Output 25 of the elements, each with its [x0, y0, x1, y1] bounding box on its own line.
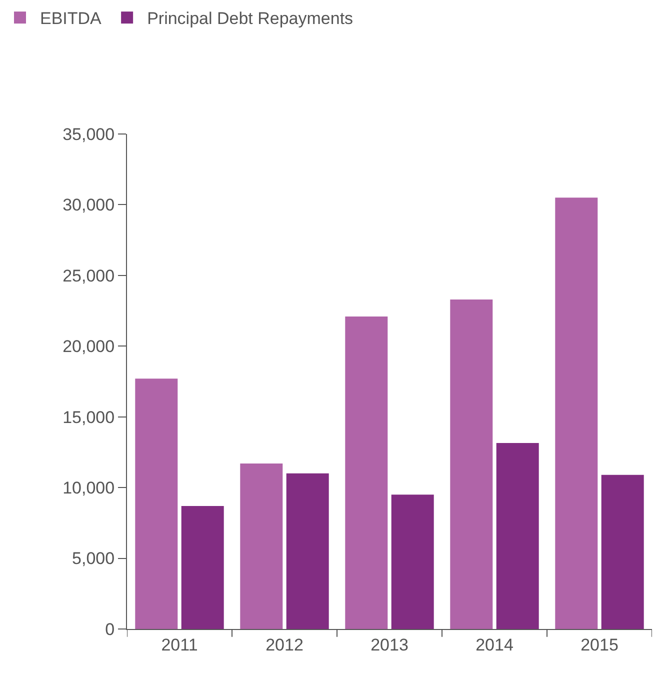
legend-label: EBITDA [40, 9, 102, 28]
y-tick-label: 10,000 [62, 478, 115, 498]
y-tick-label: 0 [105, 620, 115, 639]
bar [286, 473, 329, 629]
bar [496, 443, 539, 629]
bar [240, 464, 283, 629]
legend-label: Principal Debt Repayments [147, 9, 354, 28]
x-tick-label: 2015 [580, 635, 618, 654]
bar [135, 378, 178, 629]
x-tick-label: 2011 [161, 635, 198, 654]
x-tick-label: 2013 [370, 635, 408, 654]
bar [391, 494, 434, 629]
bar [450, 299, 493, 629]
x-tick-label: 2012 [266, 635, 304, 654]
y-tick-label: 5,000 [72, 549, 115, 568]
y-tick-label: 30,000 [62, 196, 115, 215]
y-tick-label: 20,000 [62, 337, 115, 356]
bar [345, 316, 388, 629]
y-tick-label: 15,000 [62, 408, 115, 427]
y-tick-label: 35,000 [62, 124, 115, 144]
bar [181, 506, 224, 629]
bar [555, 198, 598, 629]
bar [601, 474, 644, 629]
x-tick-label: 2014 [476, 635, 514, 654]
y-tick-label: 25,000 [62, 266, 115, 286]
